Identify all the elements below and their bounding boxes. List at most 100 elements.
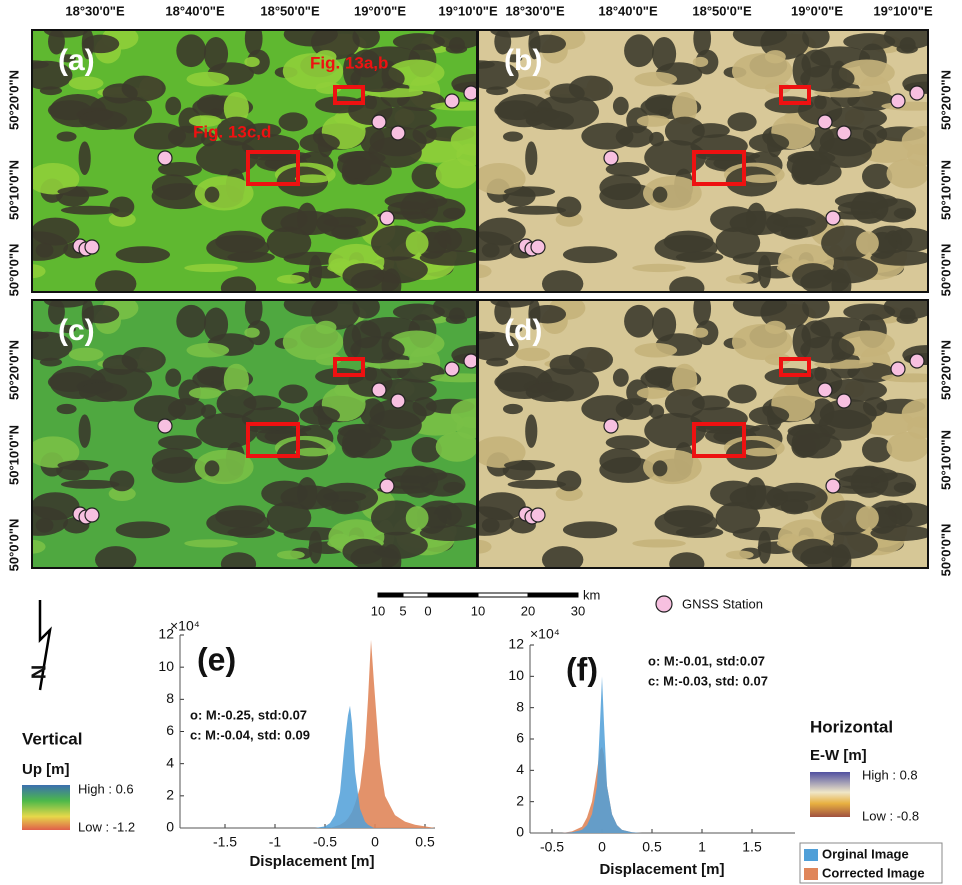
terrain-patch — [748, 133, 790, 153]
terrain-patch — [478, 264, 492, 279]
terrain-patch — [206, 510, 270, 537]
terrain-patch — [56, 131, 77, 142]
terrain-patch — [555, 486, 583, 502]
terrain-patch — [654, 235, 718, 262]
terrain-patch — [405, 506, 429, 530]
scale-bar-unit: km — [583, 587, 600, 602]
terrain-patch — [654, 510, 718, 537]
legend-swatch — [804, 868, 818, 880]
terrain-patch — [818, 136, 872, 168]
map-panel — [32, 300, 477, 568]
terrain-patch — [893, 481, 915, 494]
terrain-patch — [294, 447, 330, 457]
terrain-patch — [525, 141, 538, 175]
longitude-label: 18°40'0"E — [598, 3, 658, 18]
terrain-patch — [108, 486, 136, 502]
terrain-patch — [209, 108, 223, 117]
terrain-patch — [478, 60, 519, 90]
terrain-patch — [478, 162, 526, 195]
terrain-patch — [456, 416, 477, 440]
terrain-patch — [196, 139, 258, 176]
terrain-patch — [194, 175, 254, 211]
terrain-patch — [435, 158, 477, 189]
terrain-patch — [443, 481, 465, 494]
statistics: c: M:-0.04, std: 0.09 — [190, 727, 310, 742]
y-tick-label: 8 — [516, 698, 524, 714]
terrain-patch — [843, 33, 896, 51]
panel-label: (e) — [197, 641, 236, 677]
terrain-patch — [372, 106, 437, 130]
terrain-patch — [57, 186, 109, 197]
terrain-patch — [634, 71, 678, 87]
gnss-station — [379, 210, 395, 226]
terrain-patch — [39, 357, 63, 367]
x-axis-label: Displacement [m] — [249, 853, 374, 870]
scale-bar-segment — [402, 592, 429, 598]
terrain-patch — [529, 34, 567, 54]
terrain-patch — [556, 470, 582, 492]
terrain-patch — [525, 110, 574, 130]
terrain-patch — [549, 83, 585, 104]
y-tick-label: 12 — [158, 626, 174, 642]
north-arrow — [38, 600, 52, 691]
station-legend-label: GNSS Station — [682, 596, 763, 611]
terrain-patch — [792, 263, 834, 289]
terrain-patch — [800, 65, 855, 93]
latitude-label: 50°10'0"N — [938, 430, 953, 490]
gnss-station — [84, 239, 100, 255]
terrain-patch — [612, 96, 629, 116]
gnss-station — [836, 393, 852, 409]
map-panel — [478, 30, 928, 292]
terrain-patch — [60, 205, 120, 215]
terrain-patch — [243, 395, 282, 411]
terrain-patch — [368, 409, 422, 441]
x-tick-label: -1 — [269, 834, 282, 850]
terrain-patch — [664, 116, 705, 146]
terrain-patch — [165, 96, 182, 116]
terrain-patch — [764, 320, 786, 334]
terrain-patch — [636, 387, 670, 399]
terrain-patch — [669, 276, 705, 292]
terrain-patch — [507, 479, 567, 489]
terrain-patch — [32, 331, 73, 361]
terrain-patch — [78, 110, 128, 130]
terrain-patch — [529, 304, 567, 324]
terrain-patch — [278, 384, 308, 404]
latitude-label: 50°10'0"N — [6, 160, 21, 220]
terrain-patch — [664, 388, 705, 418]
scale-bar-label: 0 — [424, 603, 431, 618]
statistics: o: M:-0.25, std:0.07 — [190, 707, 307, 722]
terrain-patch — [337, 151, 381, 179]
terrain-patch — [176, 304, 207, 338]
terrain-patch — [486, 86, 509, 96]
terrain-patch — [715, 226, 761, 259]
terrain-patch — [651, 307, 677, 342]
longitude-label: 18°40'0"E — [165, 3, 225, 18]
terrain-patch — [802, 30, 830, 49]
terrain-patch — [315, 320, 337, 334]
gnss-station — [909, 85, 925, 101]
terrain-patch — [68, 347, 104, 362]
terrain-patch — [746, 476, 767, 510]
color-ramp — [810, 772, 850, 817]
terrain-patch — [78, 382, 128, 403]
gnss-station — [836, 125, 852, 141]
map-border — [477, 299, 929, 569]
maps: (a) (b) (c) (d) Fig. 13a,b Fig. 13c,d 18°30'0"… — [6, 3, 953, 576]
terrain-patch — [693, 300, 712, 326]
gnss-station — [463, 353, 477, 369]
annotation: Fig. 13a,b — [310, 53, 388, 72]
terrain-patch — [644, 412, 707, 449]
latitude-label: 50°20'0"N — [938, 340, 953, 400]
terrain-patch — [494, 30, 512, 55]
study-area-box — [692, 150, 746, 186]
terrain-patch — [834, 192, 898, 210]
terrain-patch — [158, 162, 202, 177]
y-tick-label: 6 — [166, 722, 174, 738]
terrain-patch — [151, 456, 210, 483]
terrain-patch — [800, 336, 855, 364]
gnss-station — [444, 361, 460, 377]
gnss-station — [909, 353, 925, 369]
histogram-area — [562, 676, 642, 833]
